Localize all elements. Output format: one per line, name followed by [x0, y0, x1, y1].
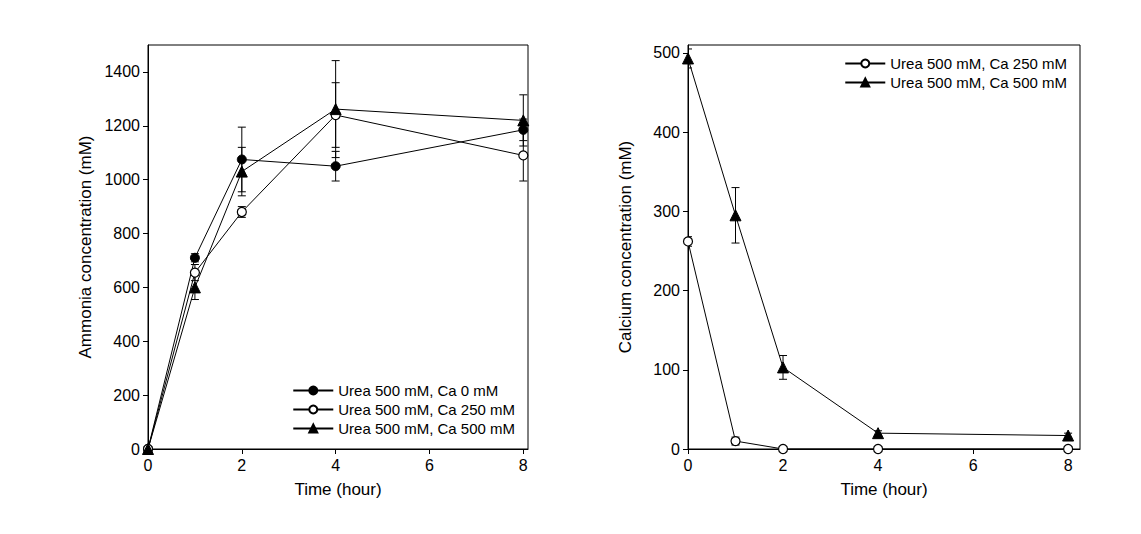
svg-text:100: 100 [653, 361, 680, 378]
svg-text:8: 8 [1064, 457, 1073, 474]
svg-text:300: 300 [653, 203, 680, 220]
svg-text:400: 400 [653, 124, 680, 141]
svg-text:500: 500 [653, 44, 680, 61]
svg-text:200: 200 [113, 387, 140, 404]
svg-text:1200: 1200 [104, 117, 140, 134]
svg-text:0: 0 [131, 441, 140, 458]
svg-text:Urea 500 mM, Ca 250 mM: Urea 500 mM, Ca 250 mM [890, 55, 1067, 72]
svg-text:6: 6 [425, 457, 434, 474]
svg-text:0: 0 [684, 457, 693, 474]
svg-text:Time (hour): Time (hour) [840, 480, 927, 499]
svg-text:0: 0 [144, 457, 153, 474]
svg-text:8: 8 [519, 457, 528, 474]
svg-text:6: 6 [969, 457, 978, 474]
svg-text:Urea 500 mM, Ca 250 mM: Urea 500 mM, Ca 250 mM [338, 401, 515, 418]
svg-text:Urea 500 mM, Ca 0 mM: Urea 500 mM, Ca 0 mM [338, 382, 498, 399]
svg-text:2: 2 [237, 457, 246, 474]
svg-text:400: 400 [113, 333, 140, 350]
svg-text:600: 600 [113, 279, 140, 296]
svg-text:Calcium concentration (mM): Calcium concentration (mM) [616, 141, 635, 354]
svg-text:Urea 500 mM, Ca 500 mM: Urea 500 mM, Ca 500 mM [338, 420, 515, 437]
svg-text:800: 800 [113, 225, 140, 242]
svg-text:Urea 500 mM, Ca 500 mM: Urea 500 mM, Ca 500 mM [890, 74, 1067, 91]
svg-text:200: 200 [653, 282, 680, 299]
svg-text:4: 4 [874, 457, 883, 474]
svg-text:4: 4 [331, 457, 340, 474]
svg-text:1400: 1400 [104, 63, 140, 80]
svg-text:0: 0 [671, 441, 680, 458]
svg-text:Time (hour): Time (hour) [294, 480, 381, 499]
svg-text:2: 2 [779, 457, 788, 474]
svg-text:Ammonia concentration (mM): Ammonia concentration (mM) [76, 136, 95, 359]
svg-text:1000: 1000 [104, 171, 140, 188]
